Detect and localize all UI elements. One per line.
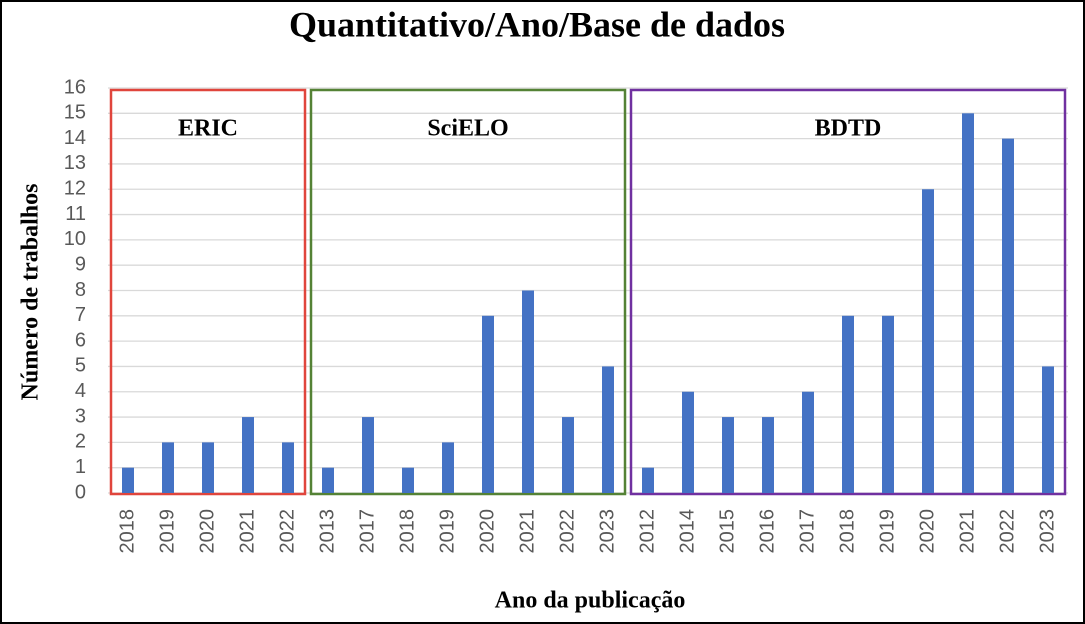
bar	[882, 315, 894, 493]
bar	[362, 417, 374, 493]
y-tick-label: 1	[75, 456, 86, 478]
x-tick-label: 2023	[596, 509, 618, 554]
y-tick-label: 8	[75, 279, 86, 301]
x-tick-label: 2016	[756, 509, 778, 554]
y-tick-label: 2	[75, 431, 86, 453]
group-label: ERIC	[178, 116, 238, 142]
x-tick-label: 2013	[316, 509, 338, 554]
y-tick-label: 9	[75, 253, 86, 275]
bar	[442, 442, 454, 493]
x-tick-label: 2017	[796, 509, 818, 554]
bar	[322, 467, 334, 493]
bar	[482, 315, 494, 493]
bar	[762, 417, 774, 493]
x-tick-label: 2022	[276, 509, 298, 554]
x-tick-label: 2019	[156, 509, 178, 554]
bar	[562, 417, 574, 493]
x-tick-label: 2021	[236, 509, 258, 554]
bar	[962, 113, 974, 493]
x-tick-label: 2021	[956, 509, 978, 554]
bar	[922, 189, 934, 493]
x-tick-label: 2015	[716, 509, 738, 554]
x-tick-label: 2018	[116, 509, 138, 554]
x-tick-label: 2020	[916, 509, 938, 554]
x-tick-label: 2023	[1036, 509, 1058, 554]
bar	[162, 442, 174, 493]
group-box	[109, 88, 307, 496]
y-tick-label: 3	[75, 405, 86, 427]
y-tick-label: 7	[75, 304, 86, 326]
y-tick-label: 15	[64, 102, 86, 124]
group-box	[629, 88, 1067, 496]
x-tick-label: 2012	[636, 509, 658, 554]
x-tick-label: 2018	[396, 509, 418, 554]
bar	[682, 391, 694, 493]
x-tick-label: 2021	[516, 509, 538, 554]
bar	[202, 442, 214, 493]
x-tick-label: 2020	[476, 509, 498, 554]
group-label: BDTD	[815, 116, 882, 142]
group-box	[309, 88, 627, 496]
group-label: SciELO	[427, 116, 508, 142]
chart-title: Quantitativo/Ano/Base de dados	[289, 4, 785, 44]
x-tick-label: 2018	[836, 509, 858, 554]
x-tick-label: 2020	[196, 509, 218, 554]
y-tick-label: 6	[75, 329, 86, 351]
y-tick-label: 14	[64, 127, 86, 149]
bar	[402, 467, 414, 493]
x-tick-label: 2019	[436, 509, 458, 554]
bar	[282, 442, 294, 493]
y-tick-label: 11	[65, 203, 86, 225]
x-axis-title: Ano da publicação	[495, 588, 686, 614]
y-tick-label: 5	[75, 355, 86, 377]
x-tick-label: 2017	[356, 509, 378, 554]
bar	[642, 467, 654, 493]
bar	[522, 290, 534, 493]
y-tick-label: 16	[64, 76, 86, 98]
x-tick-label: 2022	[556, 509, 578, 554]
y-tick-label: 0	[75, 481, 86, 503]
x-tick-label: 2019	[876, 509, 898, 554]
bar	[1002, 138, 1014, 493]
x-tick-label: 2014	[676, 509, 698, 554]
bar	[242, 417, 254, 493]
bar	[122, 467, 134, 493]
bar	[722, 417, 734, 493]
bar	[1042, 366, 1054, 493]
x-tick-label: 2022	[996, 509, 1018, 554]
y-tick-label: 12	[64, 178, 86, 200]
bar	[602, 366, 614, 493]
y-tick-label: 4	[75, 380, 86, 402]
bar	[802, 391, 814, 493]
y-axis-title: Número de trabalhos	[18, 184, 44, 401]
bar	[842, 315, 854, 493]
y-tick-label: 13	[64, 152, 86, 174]
y-tick-label: 10	[64, 228, 86, 250]
